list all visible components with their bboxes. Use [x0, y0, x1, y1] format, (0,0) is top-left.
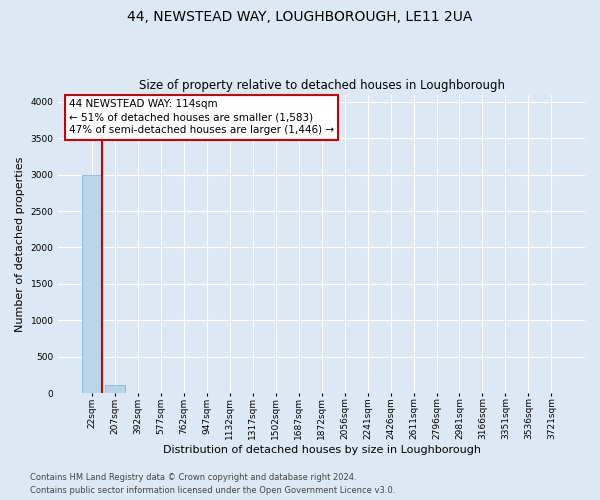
Text: 44, NEWSTEAD WAY, LOUGHBOROUGH, LE11 2UA: 44, NEWSTEAD WAY, LOUGHBOROUGH, LE11 2UA — [127, 10, 473, 24]
Bar — [82, 174, 102, 393]
Title: Size of property relative to detached houses in Loughborough: Size of property relative to detached ho… — [139, 79, 505, 92]
Y-axis label: Number of detached properties: Number of detached properties — [15, 156, 25, 332]
Bar — [106, 385, 125, 393]
Text: 44 NEWSTEAD WAY: 114sqm
← 51% of detached houses are smaller (1,583)
47% of semi: 44 NEWSTEAD WAY: 114sqm ← 51% of detache… — [69, 99, 334, 136]
Text: Contains HM Land Registry data © Crown copyright and database right 2024.
Contai: Contains HM Land Registry data © Crown c… — [30, 474, 395, 495]
X-axis label: Distribution of detached houses by size in Loughborough: Distribution of detached houses by size … — [163, 445, 481, 455]
